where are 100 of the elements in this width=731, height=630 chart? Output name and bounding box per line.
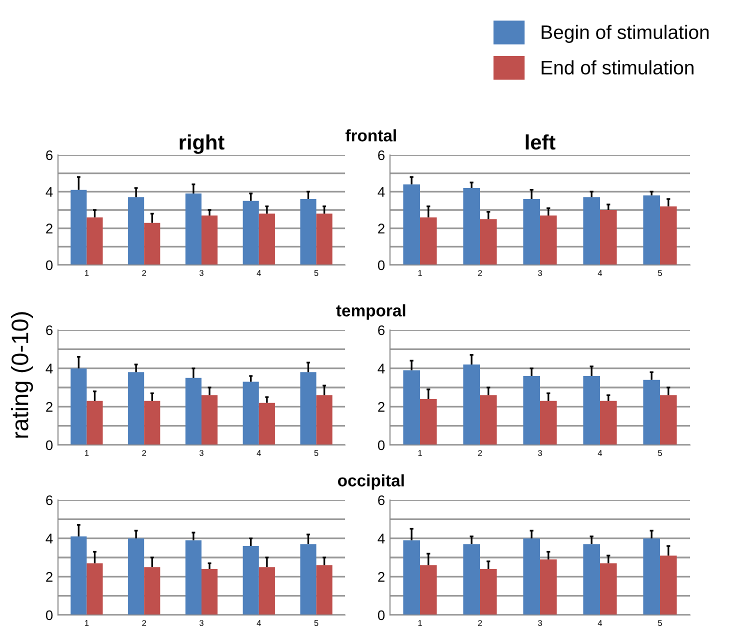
x-tick-label: 3 bbox=[200, 620, 204, 626]
y-tick-label: 0 bbox=[46, 440, 53, 450]
bar bbox=[300, 544, 316, 615]
x-tick-label: 3 bbox=[538, 450, 542, 456]
legend-label: End of stimulation bbox=[542, 60, 694, 75]
x-tick-label: 4 bbox=[256, 450, 261, 456]
y-tick-label: 6 bbox=[378, 325, 385, 336]
bar bbox=[600, 400, 617, 445]
y-tick-label: 0 bbox=[46, 610, 53, 620]
y-tick-label: 0 bbox=[378, 260, 385, 270]
bar bbox=[420, 565, 437, 615]
y-tick-label: 6 bbox=[46, 325, 53, 336]
bar bbox=[540, 559, 557, 615]
x-tick-label: 2 bbox=[142, 270, 146, 276]
x-tick-label: 2 bbox=[478, 270, 482, 276]
x-tick-label: 4 bbox=[598, 450, 602, 456]
bar bbox=[463, 188, 480, 265]
y-tick-label: 6 bbox=[46, 150, 53, 160]
bar bbox=[643, 380, 660, 445]
legend-label: Begin of stimulation bbox=[542, 24, 709, 43]
chart-subtitle: frontal bbox=[346, 129, 396, 142]
bar bbox=[403, 184, 420, 265]
bar bbox=[523, 538, 540, 615]
x-tick-label: 3 bbox=[538, 270, 542, 276]
y-tick-label: 4 bbox=[378, 187, 385, 197]
x-tick-label: 4 bbox=[598, 620, 602, 626]
x-tick-label: 1 bbox=[418, 620, 422, 626]
bar bbox=[242, 546, 259, 615]
bar bbox=[660, 206, 677, 265]
x-tick-label: 5 bbox=[314, 450, 318, 456]
x-tick-label: 3 bbox=[538, 620, 542, 626]
bar bbox=[202, 395, 218, 445]
bar bbox=[128, 197, 144, 265]
x-tick-label: 1 bbox=[85, 270, 89, 276]
chart-title: right bbox=[180, 134, 224, 154]
bar bbox=[70, 536, 87, 615]
bar bbox=[583, 376, 600, 445]
chart-subtitle: temporal bbox=[336, 304, 406, 320]
y-tick-label: 2 bbox=[46, 572, 52, 582]
bar bbox=[480, 569, 497, 615]
bar bbox=[583, 544, 600, 615]
x-tick-label: 2 bbox=[142, 450, 146, 456]
bar bbox=[403, 540, 420, 615]
y-tick-label: 2 bbox=[378, 572, 384, 582]
y-tick-label: 0 bbox=[378, 440, 385, 450]
x-tick-label: 5 bbox=[658, 450, 662, 456]
y-tick-label: 6 bbox=[378, 495, 385, 506]
bar bbox=[660, 556, 677, 615]
y-tick-label: 2 bbox=[378, 402, 384, 412]
x-tick-label: 2 bbox=[142, 620, 146, 626]
chart-title: left bbox=[526, 134, 556, 150]
bar bbox=[70, 190, 87, 265]
x-tick-label: 1 bbox=[85, 620, 89, 626]
y-tick-label: 6 bbox=[378, 150, 385, 160]
bar bbox=[86, 563, 103, 615]
bar bbox=[540, 400, 557, 445]
bar bbox=[583, 197, 600, 265]
y-tick-label: 0 bbox=[46, 260, 53, 270]
y-axis-title: rating (0-10) bbox=[10, 312, 34, 438]
x-tick-label: 4 bbox=[256, 270, 261, 276]
x-tick-label: 5 bbox=[314, 270, 318, 276]
bar bbox=[185, 540, 202, 615]
x-tick-label: 4 bbox=[598, 270, 602, 276]
bar bbox=[144, 567, 160, 615]
bar bbox=[258, 567, 275, 615]
x-tick-label: 3 bbox=[200, 270, 204, 276]
bar bbox=[128, 372, 144, 445]
y-tick-label: 4 bbox=[378, 364, 385, 374]
y-tick-label: 4 bbox=[46, 534, 53, 544]
chart-subtitle: occipital bbox=[338, 474, 404, 490]
x-tick-label: 4 bbox=[256, 620, 261, 626]
y-tick-label: 4 bbox=[46, 364, 53, 374]
bar bbox=[660, 395, 677, 445]
bar bbox=[70, 368, 87, 445]
y-tick-label: 2 bbox=[378, 224, 384, 234]
bar bbox=[258, 402, 275, 445]
bar bbox=[300, 372, 316, 445]
bar bbox=[144, 400, 160, 445]
y-tick-label: 2 bbox=[46, 402, 52, 412]
bar bbox=[480, 395, 497, 445]
bar bbox=[600, 563, 617, 615]
y-tick-label: 4 bbox=[46, 187, 53, 197]
bar bbox=[242, 382, 259, 445]
bar bbox=[523, 199, 540, 265]
bar bbox=[128, 538, 144, 615]
bar bbox=[242, 200, 259, 265]
bar bbox=[420, 217, 437, 265]
bar bbox=[403, 370, 420, 445]
x-tick-label: 5 bbox=[314, 620, 318, 626]
bar bbox=[600, 210, 617, 265]
y-tick-label: 2 bbox=[46, 224, 52, 234]
bar bbox=[86, 217, 103, 265]
bar bbox=[420, 399, 437, 445]
y-tick-label: 0 bbox=[378, 610, 385, 620]
x-tick-label: 5 bbox=[658, 620, 662, 626]
bar bbox=[540, 216, 557, 265]
bar bbox=[185, 378, 202, 445]
bar bbox=[480, 219, 497, 265]
bar bbox=[185, 194, 202, 265]
bar bbox=[316, 565, 332, 615]
